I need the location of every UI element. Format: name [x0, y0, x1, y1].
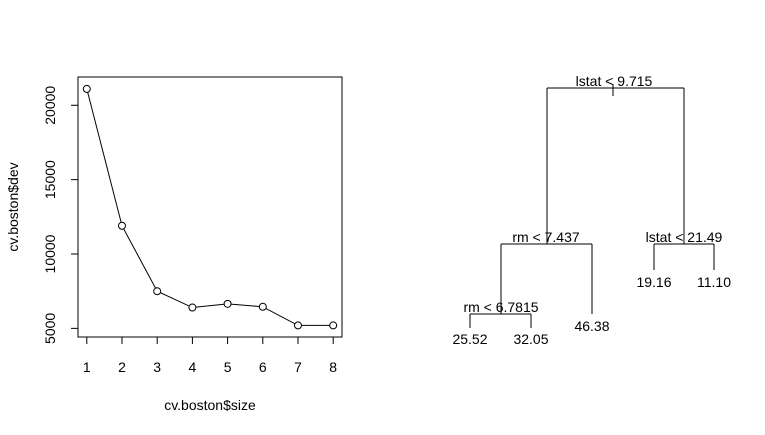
data-point	[329, 321, 338, 330]
x-tick-label: 4	[189, 359, 197, 375]
y-axis: 5000 10000 15000 20000	[42, 86, 78, 344]
split-label-left: rm < 7.437	[512, 229, 580, 245]
data-point	[223, 299, 232, 308]
x-tick-label: 5	[224, 359, 232, 375]
y-tick-label: 5000	[42, 313, 58, 344]
y-tick-label: 20000	[42, 86, 58, 125]
leaf-label: 11.10	[697, 274, 731, 290]
x-tick-label: 2	[118, 359, 126, 375]
x-tick-label: 8	[329, 359, 337, 375]
regression-tree: lstat < 9.715 rm < 7.437 lstat < 21.49 r…	[452, 73, 731, 347]
series-points	[82, 84, 338, 330]
x-axis-label: cv.boston$size	[164, 397, 256, 413]
split-label-right: lstat < 21.49	[646, 229, 723, 245]
y-tick-label: 10000	[42, 234, 58, 273]
data-point	[294, 321, 302, 330]
data-point	[188, 303, 197, 312]
plot-frame	[77, 76, 343, 338]
data-point	[82, 84, 91, 93]
y-axis-label: cv.boston$dev	[5, 162, 21, 251]
x-tick-label: 7	[294, 359, 302, 375]
leaf-label: 25.52	[452, 331, 487, 347]
y-tick-label: 15000	[42, 160, 58, 199]
split-label-root: lstat < 9.715	[576, 73, 653, 89]
leaf-label: 19.16	[636, 274, 671, 290]
x-axis: 1 2 3 4 5 6 7 8	[83, 337, 337, 375]
cv-deviance-plot: 1 2 3 4 5 6 7 8 5000 10000 15000 20000 cv.boston$s…	[5, 76, 343, 413]
x-tick-label: 1	[83, 359, 91, 375]
data-point	[258, 302, 267, 311]
data-point	[118, 221, 126, 230]
data-point	[153, 287, 162, 296]
x-tick-label: 3	[153, 359, 161, 375]
leaf-label: 46.38	[574, 318, 609, 334]
split-label-left-left: rm < 6.7815	[463, 299, 538, 315]
series-line	[86, 88, 334, 326]
x-tick-label: 6	[259, 359, 267, 375]
leaf-label: 32.05	[513, 331, 548, 347]
